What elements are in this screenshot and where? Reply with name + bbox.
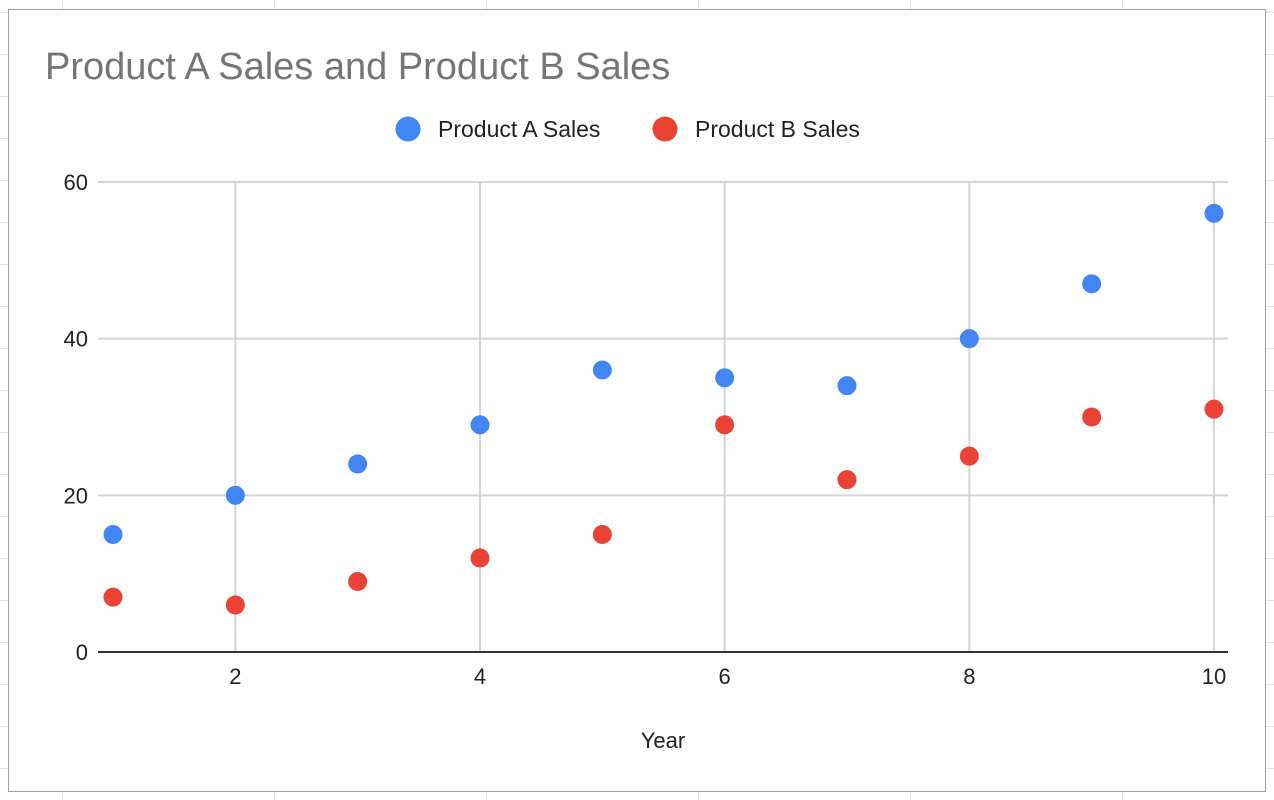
y-tick-label: 60 xyxy=(64,170,88,195)
chart-container[interactable]: Product A Sales and Product B Sales xyxy=(8,9,1266,792)
x-tick-label: 2 xyxy=(229,664,241,689)
data-point-series-1[interactable] xyxy=(837,376,857,396)
data-point-series-1[interactable] xyxy=(715,368,735,388)
data-point-series-1[interactable] xyxy=(348,454,368,474)
chart-title: Product A Sales and Product B Sales xyxy=(45,46,671,88)
axes: 0 20 40 60 2 4 6 8 10 xyxy=(64,170,1228,689)
data-point-series-2[interactable] xyxy=(348,572,368,591)
y-tick-label: 20 xyxy=(64,483,88,508)
data-point-series-2[interactable] xyxy=(592,525,612,544)
data-point-series-2[interactable] xyxy=(1082,407,1102,427)
data-point-series-2[interactable] xyxy=(837,470,857,490)
x-tick-label: 10 xyxy=(1202,664,1226,689)
x-tick-label: 6 xyxy=(719,664,731,689)
y-tick-label: 40 xyxy=(64,327,88,352)
legend: Product A Sales Product B Sales xyxy=(395,116,860,142)
data-point-series-2[interactable] xyxy=(959,446,979,466)
data-point-series-1[interactable] xyxy=(959,329,979,349)
data-point-series-2[interactable] xyxy=(470,548,490,568)
data-point-series-1[interactable] xyxy=(1082,274,1102,294)
data-point-series-1[interactable] xyxy=(592,360,612,380)
x-tick-label: 8 xyxy=(963,664,975,689)
data-point-series-2[interactable] xyxy=(715,415,735,435)
data-point-series-1[interactable] xyxy=(470,415,490,435)
legend-label: Product A Sales xyxy=(438,116,600,142)
data-point-series-1[interactable] xyxy=(1204,203,1224,223)
legend-marker xyxy=(652,116,678,142)
x-tick-label: 4 xyxy=(474,664,486,689)
data-point-series-2[interactable] xyxy=(1204,399,1224,419)
data-point-series-1[interactable] xyxy=(103,525,123,544)
data-point-series-2[interactable] xyxy=(103,587,123,607)
legend-label: Product B Sales xyxy=(695,116,860,142)
gridlines xyxy=(98,181,1228,652)
legend-marker xyxy=(395,116,421,142)
y-tick-label: 0 xyxy=(76,640,88,665)
data-points xyxy=(103,203,1224,615)
data-point-series-2[interactable] xyxy=(225,595,245,615)
data-point-series-1[interactable] xyxy=(225,485,245,505)
x-axis-title: Year xyxy=(641,728,685,753)
